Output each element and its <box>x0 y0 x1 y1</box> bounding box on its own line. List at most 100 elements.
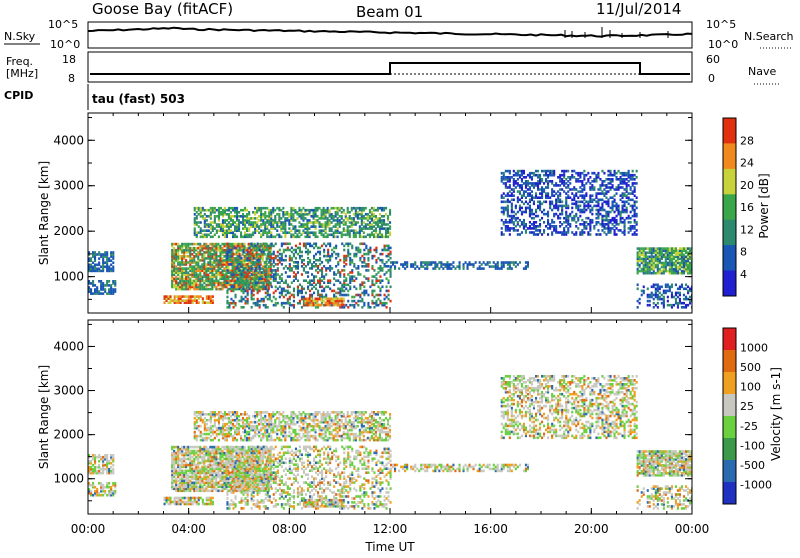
range-cell <box>276 234 278 237</box>
cpid-label: CPID <box>4 89 33 102</box>
range-cell <box>295 257 297 260</box>
range-cell <box>353 286 355 289</box>
range-cell <box>361 298 363 301</box>
range-cell <box>98 280 100 283</box>
range-cell <box>614 170 616 173</box>
range-cell <box>614 194 616 197</box>
range-cell <box>98 454 100 457</box>
range-cell <box>388 265 390 268</box>
range-cell <box>98 464 100 467</box>
range-cell <box>198 213 200 216</box>
range-cell <box>170 295 172 298</box>
range-cell <box>505 225 507 228</box>
range-cell <box>108 460 110 463</box>
range-cell <box>503 261 505 264</box>
range-cell <box>515 213 517 216</box>
range-cell <box>207 245 209 248</box>
range-cell <box>329 288 331 291</box>
range-cell <box>503 182 505 185</box>
range-cell <box>569 188 571 191</box>
range-cell <box>369 286 371 289</box>
range-cell <box>529 182 531 185</box>
range-cell <box>357 211 359 214</box>
range-cell <box>595 209 597 212</box>
range-cell <box>565 178 567 181</box>
range-cell <box>263 304 265 307</box>
range-cell <box>198 231 200 234</box>
range-cell <box>559 199 561 202</box>
range-cell <box>541 233 543 236</box>
range-cell <box>219 282 221 285</box>
range-cell <box>226 219 228 222</box>
range-cell <box>361 243 363 246</box>
range-cell <box>319 294 321 297</box>
range-cell <box>353 229 355 232</box>
range-cell <box>102 484 104 487</box>
range-cell <box>553 184 555 187</box>
range-cell <box>282 207 284 210</box>
range-cell <box>589 205 591 208</box>
range-cell <box>106 482 108 485</box>
range-cell <box>371 300 373 303</box>
range-cell <box>639 264 641 267</box>
range-cell <box>339 215 341 218</box>
range-cell <box>193 265 195 268</box>
range-cell <box>373 234 375 237</box>
range-cell <box>367 269 369 272</box>
range-cell <box>373 284 375 287</box>
range-cell <box>228 221 230 224</box>
range-cell <box>545 178 547 181</box>
range-cell <box>517 170 519 173</box>
range-cell <box>303 279 305 282</box>
range-cell <box>637 247 639 250</box>
range-cell <box>323 223 325 226</box>
range-cell <box>389 209 391 212</box>
range-cell <box>323 255 325 258</box>
range-cell <box>559 184 561 187</box>
range-cell <box>620 229 622 232</box>
range-cell <box>614 229 616 232</box>
range-cell <box>655 247 657 250</box>
range-cell <box>371 207 373 210</box>
range-cell <box>618 229 620 232</box>
range-cell <box>567 227 569 230</box>
range-cell <box>306 298 308 301</box>
range-cell <box>543 221 545 224</box>
range-cell <box>669 247 671 250</box>
range-cell <box>283 267 285 270</box>
range-cell <box>539 219 541 222</box>
range-cell <box>112 280 114 283</box>
range-cell <box>363 249 365 252</box>
range-cell <box>531 182 533 185</box>
range-cell <box>359 213 361 216</box>
range-cell <box>636 170 638 173</box>
range-cell <box>501 194 503 197</box>
range-cell <box>377 271 379 274</box>
range-cell <box>349 221 351 224</box>
range-cell <box>309 298 311 301</box>
range-cell <box>256 217 258 220</box>
range-cell <box>321 298 323 301</box>
range-cell <box>241 273 243 276</box>
range-cell <box>110 264 112 267</box>
range-cell <box>523 203 525 206</box>
range-cell <box>114 288 116 291</box>
range-cell <box>361 207 363 210</box>
range-cell <box>616 227 618 230</box>
range-cell <box>311 221 313 224</box>
range-cell <box>224 219 226 222</box>
range-cell <box>359 284 361 287</box>
range-cell <box>507 267 509 270</box>
range-cell <box>371 211 373 214</box>
range-cell <box>307 243 309 246</box>
range-cell <box>367 227 369 230</box>
range-cell <box>297 279 299 282</box>
range-cell <box>259 286 261 289</box>
range-cell <box>317 271 319 274</box>
noise-panel-frame <box>88 22 692 48</box>
range-cell <box>626 178 628 181</box>
range-cell <box>675 298 677 301</box>
range-cell <box>628 196 630 199</box>
range-cell <box>261 271 263 274</box>
range-cell <box>369 306 371 309</box>
